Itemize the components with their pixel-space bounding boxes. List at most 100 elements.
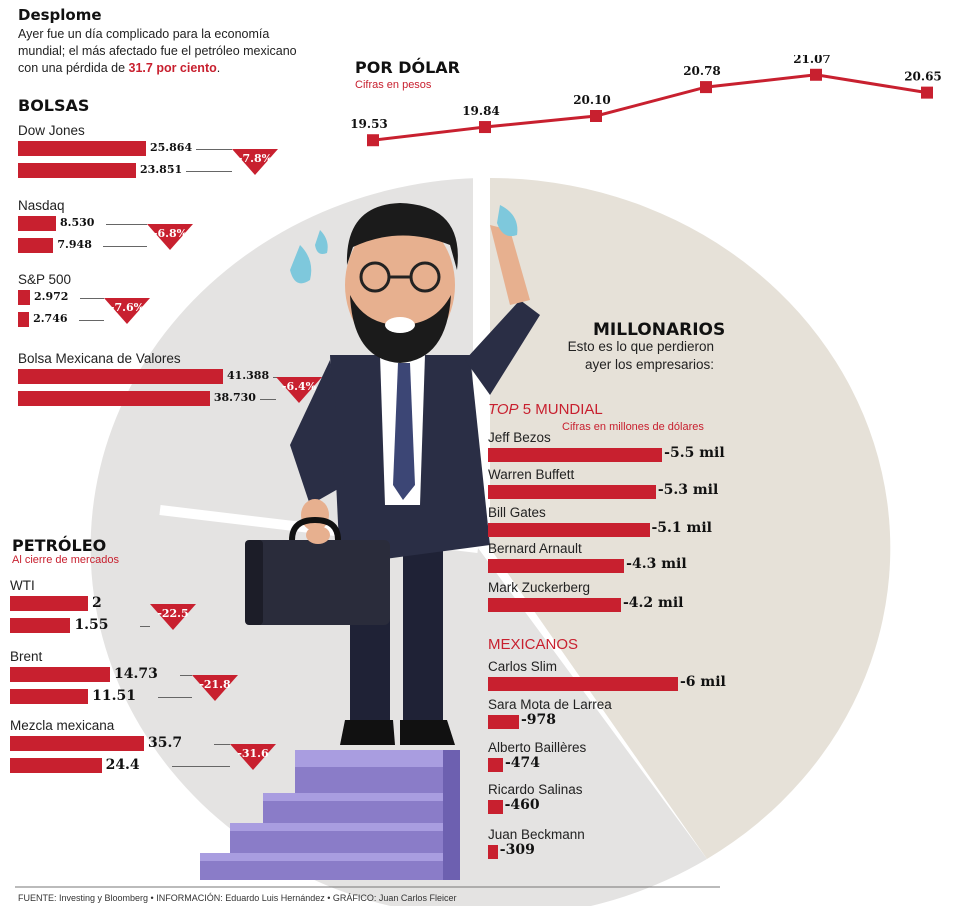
connector-line (186, 171, 232, 172)
change-value: -6.8% (152, 227, 188, 240)
change-arrow-badge: -7.8% (232, 149, 278, 175)
top5-heading: TOP 5 MUNDIAL (488, 401, 603, 418)
millonario-value: -474 (505, 755, 541, 771)
connector-line (158, 697, 192, 698)
millonarios-subtitle: Esto es lo que perdieron ayer los empres… (567, 339, 714, 372)
millonario-value: -4.3 mil (626, 556, 687, 572)
change-arrow-badge: -6.4% (276, 377, 322, 403)
group-label: S&P 500 (18, 272, 72, 287)
dollar-value-label: 19.53 (350, 117, 388, 131)
change-arrow-badge: -22.5 (150, 604, 196, 630)
bar-value: 7.948 (57, 238, 92, 251)
top5-unit: Cifras en millones de dólares (562, 421, 704, 433)
connector-line (80, 298, 104, 299)
millonario-bar (488, 715, 519, 729)
change-value: -21.8 (199, 678, 231, 691)
bar (10, 689, 89, 704)
bar-value: 8.530 (60, 216, 95, 229)
mexicanos-heading: MEXICANOS (488, 636, 579, 653)
bar (18, 391, 210, 406)
bolsas-title: BOLSAS (18, 96, 90, 115)
bar-value: 2 (92, 595, 102, 611)
group-label: Dow Jones (18, 123, 85, 138)
bar (18, 238, 54, 253)
dollar-point (921, 86, 933, 99)
dollar-point (810, 68, 822, 81)
millonario-name: Sara Mota de Larrea (488, 697, 612, 712)
dollar-point (700, 81, 712, 94)
connector-line (180, 675, 192, 676)
headline-intro: Ayer fue un día complicado para la econo… (18, 27, 297, 75)
dollar-series-line (372, 73, 928, 142)
dollar-title: POR DÓLAR (355, 58, 460, 77)
bar-value: 14.73 (114, 666, 158, 682)
bar-value: 38.730 (213, 391, 256, 404)
millonario-value: -6 mil (680, 674, 726, 690)
footer-credits: FUENTE: Investing y Bloomberg • INFORMAC… (18, 893, 457, 903)
bar (18, 141, 146, 156)
millonario-name: Carlos Slim (488, 659, 558, 674)
dollar-value-label: 21.07 (793, 55, 831, 66)
millonario-name: Warren Buffett (488, 467, 575, 482)
group-label: Bolsa Mexicana de Valores (18, 351, 181, 366)
bar-value: 1.55 (74, 617, 109, 633)
dollar-point (367, 134, 379, 147)
group-label: Brent (10, 649, 43, 664)
bar (10, 667, 110, 682)
change-value: -31.6 (237, 747, 269, 760)
down-arrow-icon (192, 675, 238, 701)
bar-value: 11.51 (92, 688, 136, 704)
bar (18, 163, 137, 178)
group-label: Nasdaq (18, 198, 65, 213)
dollar-value-label: 20.10 (573, 93, 611, 107)
millonario-name: Mark Zuckerberg (488, 580, 591, 595)
bar (10, 596, 88, 611)
millonario-name: Ricardo Salinas (488, 782, 583, 797)
dollar-subtitle: Cifras en pesos (355, 79, 432, 91)
millonario-value: -5.1 mil (651, 520, 713, 536)
change-value: -6.4% (281, 380, 317, 393)
connector-line (171, 766, 230, 767)
briefcase-illustration (245, 516, 390, 625)
bar-value: 2.746 (33, 312, 68, 325)
millonario-value: -978 (520, 712, 557, 728)
millonario-name: Juan Beckmann (488, 827, 585, 842)
change-value: -7.8% (237, 152, 273, 165)
bar-value: 35.7 (148, 735, 183, 751)
change-arrow-badge: -31.6 (230, 744, 276, 770)
down-arrow-icon (230, 744, 276, 770)
millonario-bar (488, 523, 650, 537)
dollar-point (479, 121, 491, 134)
millonario-value: -4.2 mil (623, 595, 684, 611)
stairs-illustration (200, 750, 460, 880)
down-arrow-icon (150, 604, 196, 630)
connector-line (106, 224, 147, 225)
connector-line (79, 320, 104, 321)
millonario-bar (488, 559, 625, 573)
dollar-line-chart: 19.53 19.84 20.10 20.78 21.07 20.65 (350, 55, 942, 147)
connector-line (214, 744, 230, 745)
dollar-value-label: 20.78 (683, 64, 721, 78)
down-arrow-icon (104, 298, 150, 324)
bar (18, 216, 56, 231)
connector-line (196, 149, 232, 150)
millonarios-title: MILLONARIOS (593, 320, 726, 340)
down-arrow-icon (232, 149, 278, 175)
bar (18, 290, 30, 305)
change-value: -7.6% (109, 301, 145, 314)
millonario-bar (488, 677, 678, 691)
millonario-bar (488, 758, 503, 772)
millonario-value: -5.3 mil (657, 482, 719, 498)
bar (10, 758, 102, 773)
bar-value: 2.972 (34, 290, 69, 303)
down-arrow-icon (147, 224, 193, 250)
millonario-name: Alberto Baillères (488, 740, 587, 755)
bar (18, 312, 30, 327)
bar (10, 618, 71, 633)
footer-rule (15, 886, 720, 888)
bar (10, 736, 144, 751)
millonario-name: Jeff Bezos (488, 430, 551, 445)
millonario-value: -460 (504, 797, 540, 813)
down-arrow-icon (276, 377, 322, 403)
